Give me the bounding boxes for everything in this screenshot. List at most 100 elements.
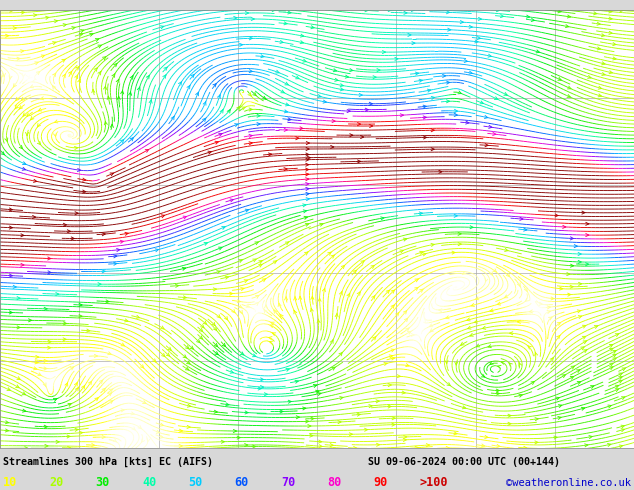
FancyArrowPatch shape xyxy=(108,393,112,396)
FancyArrowPatch shape xyxy=(332,120,335,122)
FancyArrowPatch shape xyxy=(609,344,612,347)
FancyArrowPatch shape xyxy=(471,303,474,306)
FancyArrowPatch shape xyxy=(559,405,562,408)
FancyArrowPatch shape xyxy=(284,168,287,171)
FancyArrowPatch shape xyxy=(160,423,164,426)
FancyArrowPatch shape xyxy=(10,208,13,211)
FancyArrowPatch shape xyxy=(316,390,319,393)
FancyArrowPatch shape xyxy=(484,116,488,119)
FancyArrowPatch shape xyxy=(536,50,540,53)
FancyArrowPatch shape xyxy=(249,142,252,145)
FancyArrowPatch shape xyxy=(239,260,242,263)
FancyArrowPatch shape xyxy=(35,361,38,364)
FancyArrowPatch shape xyxy=(424,136,427,139)
FancyArrowPatch shape xyxy=(311,26,314,29)
FancyArrowPatch shape xyxy=(304,252,308,255)
FancyArrowPatch shape xyxy=(301,34,304,37)
FancyArrowPatch shape xyxy=(136,316,139,318)
FancyArrowPatch shape xyxy=(32,216,36,219)
FancyArrowPatch shape xyxy=(227,110,230,113)
FancyArrowPatch shape xyxy=(274,310,277,313)
FancyArrowPatch shape xyxy=(586,263,588,266)
FancyArrowPatch shape xyxy=(44,359,47,363)
FancyArrowPatch shape xyxy=(285,297,288,300)
FancyArrowPatch shape xyxy=(168,347,171,350)
FancyArrowPatch shape xyxy=(249,37,252,40)
FancyArrowPatch shape xyxy=(129,92,132,96)
FancyArrowPatch shape xyxy=(470,333,474,336)
FancyArrowPatch shape xyxy=(403,439,406,441)
FancyArrowPatch shape xyxy=(402,391,405,394)
FancyArrowPatch shape xyxy=(558,416,561,419)
FancyArrowPatch shape xyxy=(318,440,321,443)
FancyArrowPatch shape xyxy=(107,97,110,99)
FancyArrowPatch shape xyxy=(377,443,380,446)
FancyArrowPatch shape xyxy=(75,147,78,149)
FancyArrowPatch shape xyxy=(171,116,174,120)
FancyArrowPatch shape xyxy=(534,352,538,356)
FancyArrowPatch shape xyxy=(294,297,297,300)
FancyArrowPatch shape xyxy=(496,9,500,12)
FancyArrowPatch shape xyxy=(63,223,67,226)
FancyArrowPatch shape xyxy=(253,259,256,262)
FancyArrowPatch shape xyxy=(41,55,44,58)
FancyArrowPatch shape xyxy=(121,343,124,346)
FancyArrowPatch shape xyxy=(117,97,120,99)
FancyArrowPatch shape xyxy=(391,290,394,293)
FancyArrowPatch shape xyxy=(138,87,140,91)
FancyArrowPatch shape xyxy=(467,318,470,321)
FancyArrowPatch shape xyxy=(469,71,472,74)
FancyArrowPatch shape xyxy=(53,133,56,137)
Text: 20: 20 xyxy=(49,476,63,489)
FancyArrowPatch shape xyxy=(34,14,37,17)
FancyArrowPatch shape xyxy=(588,75,591,78)
FancyArrowPatch shape xyxy=(340,396,343,399)
Text: 80: 80 xyxy=(327,476,341,489)
FancyArrowPatch shape xyxy=(212,322,215,326)
FancyArrowPatch shape xyxy=(349,433,353,436)
FancyArrowPatch shape xyxy=(388,8,391,12)
FancyArrowPatch shape xyxy=(567,15,571,18)
FancyArrowPatch shape xyxy=(300,41,304,44)
FancyArrowPatch shape xyxy=(264,392,268,396)
FancyArrowPatch shape xyxy=(556,397,559,400)
FancyArrowPatch shape xyxy=(610,363,613,366)
FancyArrowPatch shape xyxy=(199,328,203,332)
FancyArrowPatch shape xyxy=(77,169,81,171)
FancyArrowPatch shape xyxy=(427,89,430,92)
FancyArrowPatch shape xyxy=(230,199,233,202)
FancyArrowPatch shape xyxy=(310,434,313,437)
FancyArrowPatch shape xyxy=(125,232,128,235)
FancyArrowPatch shape xyxy=(270,325,273,328)
FancyArrowPatch shape xyxy=(37,141,41,145)
FancyArrowPatch shape xyxy=(102,270,105,273)
FancyArrowPatch shape xyxy=(330,443,333,446)
FancyArrowPatch shape xyxy=(466,121,469,124)
FancyArrowPatch shape xyxy=(482,326,486,329)
FancyArrowPatch shape xyxy=(478,17,481,21)
FancyArrowPatch shape xyxy=(22,409,26,412)
FancyArrowPatch shape xyxy=(276,70,279,73)
FancyArrowPatch shape xyxy=(65,383,68,386)
FancyArrowPatch shape xyxy=(249,108,252,111)
FancyArrowPatch shape xyxy=(248,93,251,96)
FancyArrowPatch shape xyxy=(259,261,262,264)
FancyArrowPatch shape xyxy=(264,305,268,308)
FancyArrowPatch shape xyxy=(408,33,411,36)
FancyArrowPatch shape xyxy=(464,59,467,62)
FancyArrowPatch shape xyxy=(583,325,586,328)
FancyArrowPatch shape xyxy=(55,20,58,23)
FancyArrowPatch shape xyxy=(455,362,458,365)
FancyArrowPatch shape xyxy=(294,310,297,314)
FancyArrowPatch shape xyxy=(318,95,321,98)
FancyArrowPatch shape xyxy=(388,405,391,408)
FancyArrowPatch shape xyxy=(91,443,94,446)
FancyArrowPatch shape xyxy=(176,284,179,287)
FancyArrowPatch shape xyxy=(507,273,510,277)
FancyArrowPatch shape xyxy=(262,96,266,99)
FancyArrowPatch shape xyxy=(524,288,527,291)
FancyArrowPatch shape xyxy=(576,370,580,372)
FancyArrowPatch shape xyxy=(203,321,207,324)
FancyArrowPatch shape xyxy=(370,124,373,127)
FancyArrowPatch shape xyxy=(365,9,368,12)
